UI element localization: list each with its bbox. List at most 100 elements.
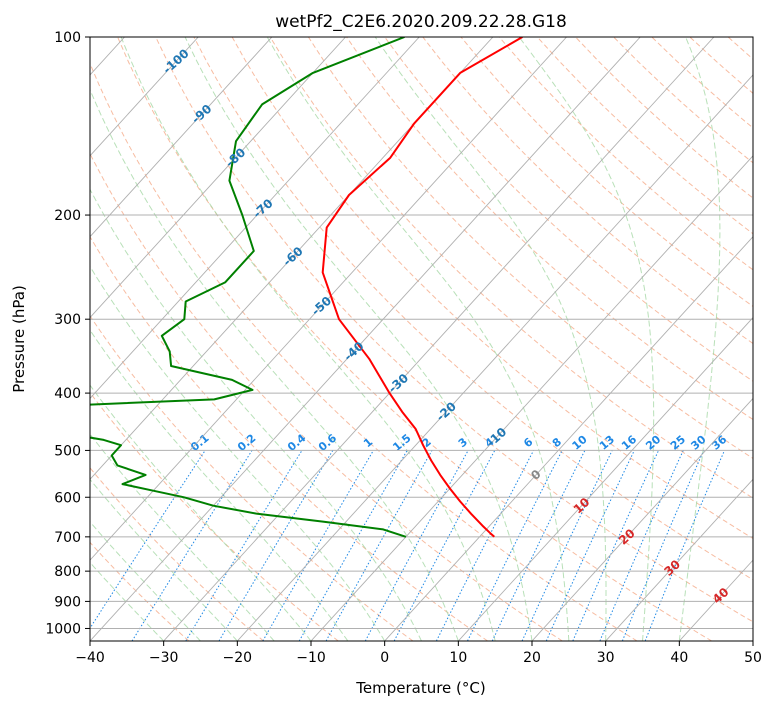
isotherm-line (90, 37, 494, 480)
mixing-ratio-line (185, 450, 303, 641)
isotherm-line (752, 640, 753, 641)
dry-adiabat (90, 541, 190, 641)
y-tick-label: 700 (54, 530, 81, 546)
x-tick-label: 40 (670, 650, 688, 666)
x-tick-label: 20 (523, 650, 541, 666)
isotherm-line (90, 37, 346, 319)
mixing-ratio-line (393, 450, 496, 641)
mixing-ratio-line (131, 450, 253, 641)
moist-adiabat (518, 37, 655, 641)
x-tick-label: 30 (597, 650, 615, 666)
y-axis-label: Pressure (hPa) (10, 285, 28, 393)
isotherm-line (384, 236, 753, 641)
isotherm-line (237, 74, 753, 641)
dry-adiabat (536, 37, 753, 235)
mixing-ratio-line (545, 450, 635, 641)
moist-adiabat (90, 188, 422, 641)
dry-adiabat (651, 37, 753, 129)
pressure-gridlines (90, 37, 753, 629)
mixing-ratio-line (599, 450, 684, 641)
mixing-ratio-line (262, 450, 374, 641)
isotherm-label: -90 (189, 102, 214, 127)
moist-adiabat (90, 561, 165, 641)
mixing-ratio-line (491, 450, 586, 641)
dewpoint-trace (90, 37, 407, 538)
x-tick-label: 10 (449, 650, 467, 666)
isotherm-label: -20 (434, 399, 459, 424)
dry-adiabat (307, 37, 753, 460)
mixing-ratio-label: 3 (456, 435, 470, 450)
moist-adiabat (90, 384, 312, 641)
isotherm-label: -80 (223, 145, 248, 170)
x-tick-label: −20 (223, 650, 253, 666)
dry-adiabat (689, 37, 753, 94)
isotherm-line (90, 37, 641, 641)
mixing-ratio-label: 10 (570, 433, 590, 453)
moist-adiabat (90, 329, 349, 641)
y-tick-label: 100 (54, 30, 81, 46)
mixing-ratio-label: 1 (361, 435, 375, 450)
sounding-traces (90, 37, 523, 538)
dry-adiabat (613, 37, 753, 164)
isotherm-line (163, 37, 715, 641)
dry-adiabat (90, 152, 563, 641)
isotherm-line (531, 397, 753, 641)
plot-frame (89, 36, 754, 642)
dry-adiabat (727, 37, 753, 60)
mixing-ratio-line (325, 450, 433, 641)
isotherm-label: -100 (160, 46, 192, 76)
x-axis-ticks: −40 −30 −20 −10 0 10 20 30 40 50 (75, 641, 762, 666)
dry-adiabat (117, 37, 712, 641)
moist-adiabat (374, 37, 607, 641)
y-tick-label: 600 (54, 490, 81, 506)
dry-adiabat (193, 37, 753, 581)
dry-adiabat (155, 37, 753, 623)
moist-adiabat (90, 478, 238, 641)
dry-adiabat (460, 37, 753, 308)
isotherm-label-warm: 40 (710, 585, 732, 607)
dry-adiabat (90, 391, 339, 641)
skewed-isotherms (90, 37, 753, 641)
dry-adiabat (90, 62, 638, 641)
mixing-ratio-line (644, 450, 725, 641)
dry-adiabat (422, 37, 753, 345)
isotherm-label: -60 (280, 244, 305, 269)
isotherm-label-warm: 20 (616, 526, 638, 548)
dry-adiabat (90, 467, 264, 641)
moist-adiabat (90, 88, 459, 641)
mixing-ratio-label: 16 (619, 433, 639, 453)
y-tick-label: 500 (54, 443, 81, 459)
mixing-ratio-label: 8 (550, 435, 564, 450)
x-tick-label: −40 (75, 650, 105, 666)
moist-adiabat (90, 265, 386, 641)
x-tick-label: −10 (296, 650, 326, 666)
dry-adiabat (90, 314, 414, 641)
isotherm-line (458, 316, 753, 641)
isotherm-line (90, 37, 199, 157)
temperature-trace (321, 37, 523, 538)
x-tick-label: −30 (149, 650, 179, 666)
isotherm-line (605, 478, 753, 641)
isotherm-line (90, 37, 567, 561)
y-tick-label: 800 (54, 564, 81, 580)
dry-adiabat (384, 37, 753, 382)
isotherm-line (310, 155, 753, 641)
moist-adiabat (678, 37, 721, 641)
isotherm-label-warm: 30 (661, 557, 683, 579)
moist-adiabat (90, 521, 201, 641)
y-tick-label: 400 (54, 386, 81, 402)
dry-adiabat (269, 37, 753, 499)
mixing-ratio-label: 6 (521, 435, 535, 450)
mixing-ratio-line (364, 450, 469, 641)
x-tick-label: 0 (380, 650, 389, 666)
isotherm-line (90, 37, 273, 238)
y-tick-label: 300 (54, 312, 81, 328)
mixing-ratio-line (298, 450, 408, 641)
x-axis-label: Temperature (°C) (355, 679, 485, 697)
moist-adiabat (266, 37, 570, 641)
y-tick-label: 900 (54, 594, 81, 610)
mixing-ratio-line (467, 450, 563, 641)
moist-adiabats (90, 37, 721, 641)
